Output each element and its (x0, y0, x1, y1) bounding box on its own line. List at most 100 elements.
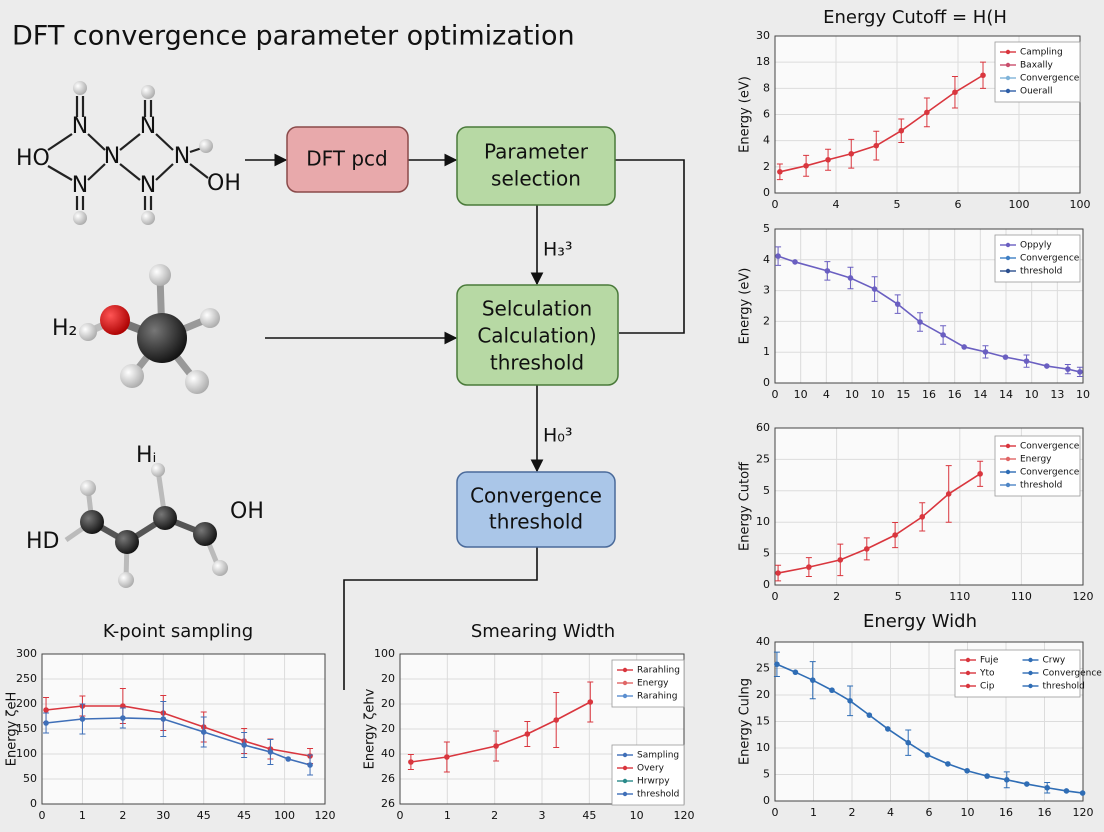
node-label: DFT pcd (306, 147, 388, 171)
data-point (919, 514, 926, 520)
y-tick-label: 300 (16, 647, 37, 660)
x-tick-label: 1 (444, 809, 451, 822)
y-tick-label: 5 (763, 768, 770, 781)
data-point (1044, 363, 1050, 369)
x-tick-label: 110 (949, 590, 970, 603)
legend-swatch (1005, 88, 1011, 94)
x-tick-label: 4 (887, 806, 894, 819)
x-tick-label: 10 (630, 809, 644, 822)
data-point (885, 726, 891, 732)
y-tick-label: 25 (756, 662, 770, 675)
x-tick-label: 2 (833, 590, 840, 603)
data-point (825, 156, 831, 163)
legend-swatch (622, 765, 628, 771)
data-point (803, 162, 809, 169)
data-point (982, 349, 989, 355)
chart-title: Smearing Width (471, 621, 615, 642)
x-tick-label: 1 (810, 806, 817, 819)
atom-label: N (140, 114, 156, 139)
legend-swatch (965, 683, 971, 689)
y-axis-label: Energy Culng (738, 678, 753, 765)
legend-swatch (1005, 268, 1011, 274)
node-label: Parameter (484, 140, 589, 164)
data-point (160, 716, 167, 722)
x-tick-label: 0 (772, 590, 779, 603)
x-tick-label: 0 (772, 388, 779, 401)
legend-label: Campling (1020, 48, 1063, 58)
data-point (444, 754, 450, 760)
data-point (961, 344, 967, 350)
x-tick-label: 10 (794, 388, 808, 401)
y-tick-label: 0 (763, 186, 770, 199)
plot-frame (399, 653, 685, 805)
x-tick-label: 10 (961, 806, 975, 819)
data-point (945, 761, 951, 767)
data-point (848, 150, 855, 157)
plot-frame (774, 427, 1084, 586)
node-label: Selculation (482, 297, 592, 321)
y-tick-label: 250 (16, 672, 37, 685)
y-tick-label: 5 (763, 222, 770, 235)
atom-label: Hᵢ (136, 443, 156, 468)
y-tick-label: 40 (756, 635, 770, 648)
y-tick-label: 60 (756, 421, 770, 434)
x-tick-label: 4 (833, 198, 840, 211)
legend-label: Energy (637, 679, 669, 689)
chart-title: Energy Widh (863, 611, 977, 632)
plot-frame (774, 641, 1084, 802)
data-point (792, 259, 798, 265)
legend-label: threshold (1043, 682, 1085, 692)
data-point (924, 109, 930, 116)
y-tick-label: 6 (763, 108, 770, 121)
data-point (120, 715, 126, 721)
data-point (824, 268, 831, 274)
data-point (806, 564, 812, 570)
data-point (1023, 358, 1030, 364)
y-tick-label: 2 (763, 314, 770, 327)
x-tick-label: 10 (1076, 388, 1090, 401)
legend-swatch (1005, 255, 1011, 261)
data-point (809, 677, 816, 683)
legend-label: Baxally (1020, 61, 1054, 71)
legend-swatch (622, 693, 628, 699)
x-tick-label: 2 (849, 806, 856, 819)
atom-label: OH (230, 499, 264, 524)
y-tick-label: 0 (763, 578, 770, 591)
atom-label: H₂ (52, 316, 77, 341)
y-tick-label: 5 (763, 484, 770, 497)
atom-label: N (104, 144, 120, 169)
edge-label: H₀³ (543, 425, 573, 447)
data-point (866, 712, 873, 718)
data-point (984, 773, 990, 779)
legend-swatch (622, 791, 628, 797)
legend-label: Hrwrpy (637, 777, 670, 787)
y-tick-label: 50 (23, 772, 37, 785)
x-tick-label: 1 (79, 809, 86, 822)
x-tick-label: 45 (237, 809, 251, 822)
x-tick-label: 0 (772, 198, 779, 211)
x-tick-label: 16 (1038, 806, 1052, 819)
atom-label: N (140, 173, 156, 198)
data-point (964, 767, 970, 774)
data-point (120, 703, 126, 709)
y-axis-label: Energy Cutoff (738, 461, 753, 551)
x-tick-label: 100 (1009, 198, 1030, 211)
legend-swatch (622, 778, 628, 784)
data-point (1002, 354, 1009, 360)
y-tick-label: 100 (16, 747, 37, 760)
data-point (200, 729, 207, 735)
data-point (980, 72, 986, 79)
legend-label: Crwy (1043, 656, 1066, 666)
data-point (917, 319, 923, 325)
y-tick-label: 0 (763, 376, 770, 389)
data-point (524, 731, 531, 737)
data-point (775, 253, 781, 259)
legend-swatch (1005, 469, 1011, 475)
data-point (241, 742, 247, 748)
x-tick-label: 4 (823, 388, 830, 401)
x-tick-label: 110 (1011, 590, 1032, 603)
edge-label: H₃³ (543, 239, 573, 261)
legend-swatch (965, 670, 971, 676)
atom-label: N (174, 144, 190, 169)
y-tick-label: 20 (381, 697, 395, 710)
